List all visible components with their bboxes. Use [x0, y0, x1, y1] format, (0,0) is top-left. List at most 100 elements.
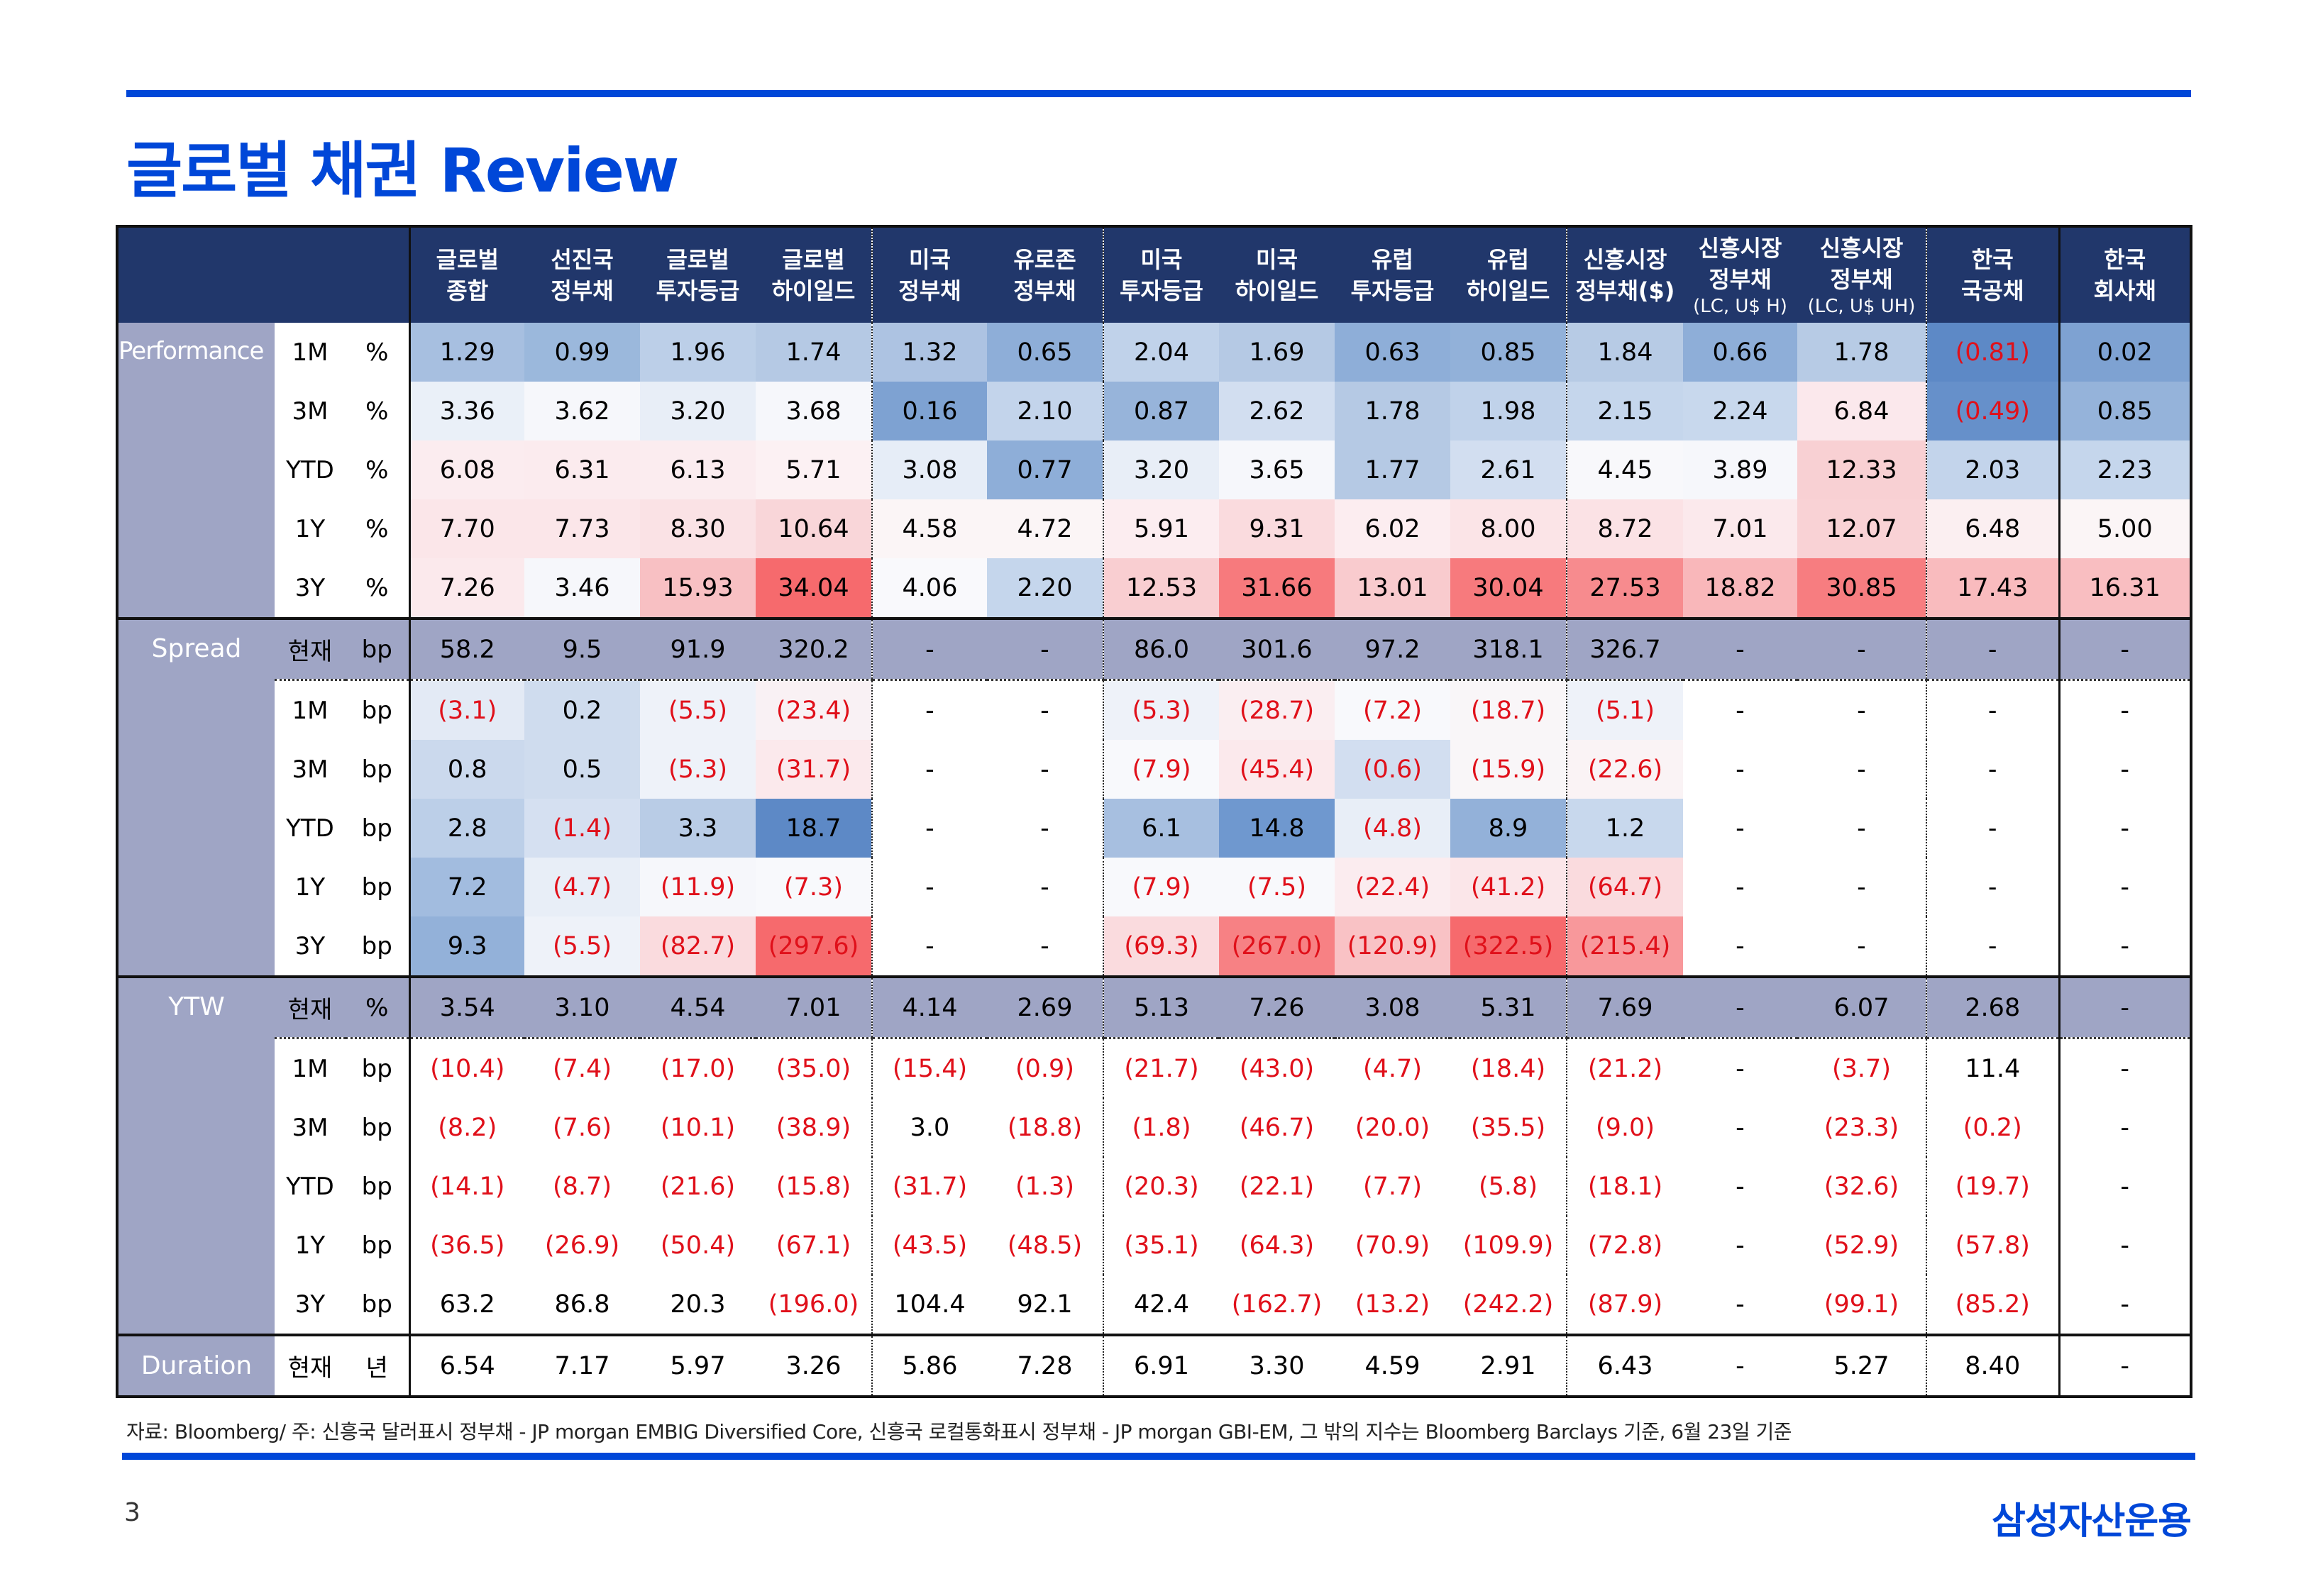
- period-label: 현재: [275, 617, 346, 681]
- table-row: Duration 현재 년 6.54 7.17 5.97 3.26 5.86 7.28 6.91 3…: [117, 1334, 2191, 1397]
- data-cell: (23.3): [1824, 1113, 1899, 1142]
- data-cell: 9.31: [1219, 499, 1335, 558]
- data-cell: (67.1): [776, 1231, 851, 1260]
- data-cell: 8.72: [1566, 499, 1683, 558]
- data-cell: -: [2058, 1098, 2191, 1157]
- data-cell: 2.10: [987, 382, 1103, 440]
- data-cell: (13.2): [1355, 1290, 1430, 1319]
- data-cell: -: [1736, 1054, 1745, 1083]
- data-cell: 320.2: [756, 617, 872, 681]
- data-cell: 2.20: [987, 558, 1103, 619]
- unit-label: %: [365, 338, 389, 367]
- data-cell: -: [871, 916, 987, 977]
- data-cell: 1.96: [640, 323, 756, 382]
- table-row: 3M% 3.36 3.62 3.20 3.68 0.16 2.10 0.87 2.62 1.78 1…: [117, 382, 2191, 440]
- data-cell: 15.93: [640, 558, 756, 619]
- data-cell: 2.15: [1566, 382, 1683, 440]
- data-cell: -: [1797, 617, 1926, 681]
- section-label: Duration: [117, 1334, 275, 1397]
- period-label: 3Y: [294, 931, 326, 960]
- data-cell: (26.9): [544, 1231, 620, 1260]
- data-cell: 11.4: [1926, 1038, 2059, 1098]
- data-cell: 3.3: [640, 799, 756, 858]
- unit-label: 년: [346, 1334, 409, 1397]
- unit-label: bp: [361, 1290, 392, 1319]
- data-cell: (7.9): [1103, 740, 1219, 799]
- data-cell: 3.36: [408, 382, 524, 440]
- data-cell: -: [1683, 680, 1797, 740]
- column-header-line: 신흥시장: [1698, 235, 1782, 262]
- page-number: 3: [124, 1498, 140, 1527]
- period-label: 현재: [275, 975, 346, 1039]
- data-cell: -: [1926, 858, 2059, 916]
- data-cell: (0.6): [1335, 740, 1450, 799]
- column-header-line: 정부채: [898, 277, 961, 304]
- data-cell: 6.1: [1103, 799, 1219, 858]
- data-cell: (18.4): [1470, 1054, 1546, 1083]
- data-cell: (297.6): [756, 916, 872, 977]
- unit-label: bp: [361, 1231, 392, 1260]
- column-header-line: 미국: [909, 246, 951, 273]
- column-header-line: 글로벌: [782, 246, 845, 273]
- data-cell: (45.4): [1219, 740, 1335, 799]
- column-header: 글로벌 투자등급: [640, 226, 756, 323]
- data-cell: 3.10: [524, 975, 640, 1039]
- data-cell: 5.86: [871, 1334, 987, 1397]
- unit-label: bp: [361, 696, 392, 725]
- data-cell: -: [2058, 617, 2191, 681]
- data-cell: (99.1): [1824, 1290, 1899, 1319]
- period-label: 1M: [292, 696, 329, 725]
- unit-label: %: [365, 397, 389, 426]
- data-cell: 6.84: [1797, 382, 1926, 440]
- column-header: 유럽 투자등급: [1335, 226, 1450, 323]
- period-label: 3Y: [294, 573, 326, 602]
- column-header: 선진국 정부채: [524, 226, 640, 323]
- data-cell: 16.31: [2058, 558, 2191, 619]
- data-cell: (215.4): [1566, 916, 1683, 977]
- data-cell: (120.9): [1335, 916, 1450, 977]
- data-cell: 86.8: [554, 1290, 610, 1319]
- section-label: Spread: [117, 617, 275, 977]
- unit-label: bp: [361, 1113, 392, 1142]
- data-cell: -: [1797, 740, 1926, 799]
- data-cell: 0.85: [1450, 323, 1567, 382]
- data-cell: -: [987, 916, 1103, 977]
- data-cell: -: [1797, 916, 1926, 977]
- column-header-line: 정부채: [551, 277, 614, 304]
- unit-label: bp: [361, 755, 392, 784]
- data-cell: 2.91: [1450, 1334, 1567, 1397]
- column-header-line: 하이일드: [1466, 277, 1550, 304]
- data-cell: -: [987, 858, 1103, 916]
- data-cell: (5.3): [1103, 680, 1219, 740]
- data-cell: 3.46: [524, 558, 640, 619]
- data-cell: 1.29: [408, 323, 524, 382]
- data-cell: 3.26: [756, 1334, 872, 1397]
- column-header: 유럽 하이일드: [1450, 226, 1567, 323]
- data-cell: 14.8: [1219, 799, 1335, 858]
- column-header-line: 정부채($): [1575, 277, 1675, 304]
- period-label: 1Y: [294, 1231, 326, 1260]
- data-cell: -: [871, 617, 987, 681]
- data-cell: (1.4): [524, 799, 640, 858]
- data-cell: 3.54: [408, 975, 524, 1039]
- data-cell: 6.48: [1926, 499, 2059, 558]
- column-header-line: 유로존: [1013, 246, 1076, 273]
- data-cell: 34.04: [756, 558, 872, 619]
- column-header: 신흥시장 정부채 (LC, U$ H): [1683, 226, 1797, 323]
- data-cell: (8.7): [553, 1172, 612, 1201]
- data-cell: 1.2: [1566, 799, 1683, 858]
- data-cell: (43.0): [1239, 1054, 1315, 1083]
- data-cell: (17.0): [660, 1054, 736, 1083]
- data-cell: 12.07: [1797, 499, 1926, 558]
- data-cell: -: [871, 799, 987, 858]
- data-cell: 4.54: [640, 975, 756, 1039]
- data-cell: -: [1736, 1113, 1745, 1142]
- data-cell: (38.9): [776, 1113, 851, 1142]
- data-cell: 6.54: [408, 1334, 524, 1397]
- data-cell: 17.43: [1926, 558, 2059, 619]
- data-cell: 8.30: [640, 499, 756, 558]
- table-row: YTD bp (14.1) (8.7) (21.6) (15.8) (31.7) (1.3) (…: [117, 1157, 2191, 1216]
- data-cell: 27.53: [1566, 558, 1683, 619]
- data-cell: 3.30: [1219, 1334, 1335, 1397]
- data-cell: -: [1683, 799, 1797, 858]
